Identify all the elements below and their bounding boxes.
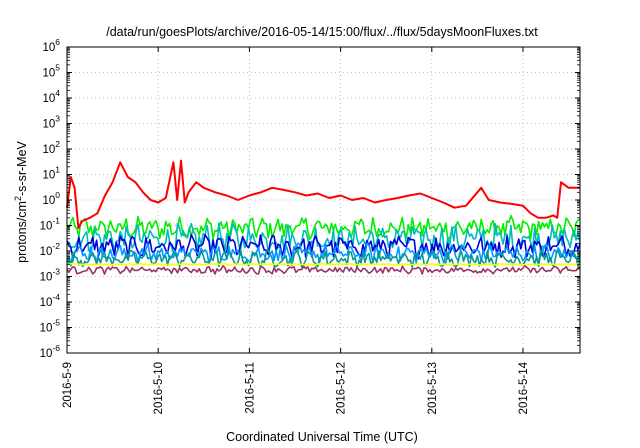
y-tick-label: 10-3 (40, 267, 61, 284)
y-tick-base: 10 (40, 246, 53, 258)
series-line (66, 249, 581, 269)
y-tick-label: 100 (42, 190, 60, 207)
y-tick-label: 102 (42, 139, 60, 156)
y-tick-exp: 5 (55, 63, 60, 73)
y-tick-base: 10 (40, 272, 53, 284)
series-line (66, 242, 581, 265)
y-tick-label: 104 (42, 88, 60, 105)
x-axis: 2016-5-9 2016-5-10 2016-5-11 2016-5-12 2016-… (62, 47, 530, 414)
x-tick-label: 2016-5-11 (244, 362, 256, 414)
y-tick-exp: 4 (55, 88, 60, 98)
y-tick-exp: 1 (55, 165, 60, 175)
y-tick-label: 106 (42, 37, 60, 54)
series-line (66, 265, 581, 275)
y-tick-exp: -2 (52, 241, 60, 251)
y-tick-base: 10 (40, 348, 53, 360)
y-tick-label: 101 (42, 165, 60, 182)
series-line (66, 222, 581, 256)
y-axis-label: protons/cm2-s-sr-MeV (13, 140, 29, 262)
y-tick-base: 10 (40, 221, 53, 233)
grid (67, 46, 580, 354)
y-tick-exp: 0 (55, 190, 60, 200)
y-tick-base: 10 (42, 68, 55, 80)
y-axis: 10-610-510-410-310-210-11001011021031041… (40, 37, 580, 360)
y-tick-exp: -4 (52, 292, 60, 302)
y-tick-base: 10 (42, 170, 55, 182)
chart-title: /data/run/goesPlots/archive/2016-05-14/1… (106, 25, 538, 39)
y-tick-base: 10 (42, 119, 55, 131)
x-tick-label: 2016-5-14 (518, 361, 530, 414)
y-tick-label: 10-6 (40, 343, 61, 360)
x-tick-label: 2016-5-9 (62, 362, 74, 408)
y-tick-base: 10 (42, 144, 55, 156)
x-tick-label: 2016-5-13 (427, 362, 439, 414)
y-tick-exp: 2 (55, 139, 60, 149)
y-tick-label: 10-4 (40, 292, 61, 309)
y-tick-label: 105 (42, 63, 60, 80)
y-tick-base: 10 (40, 323, 53, 335)
y-tick-exp: -6 (52, 343, 60, 353)
y-tick-exp: 3 (55, 114, 60, 124)
y-tick-exp: 6 (55, 37, 60, 47)
y-tick-base: 10 (42, 93, 55, 105)
y-tick-base: 10 (42, 195, 55, 207)
x-tick-label: 2016-5-10 (153, 362, 165, 414)
series-layer (66, 159, 581, 275)
y-tick-base: 10 (40, 297, 53, 309)
y-tick-label: 10-5 (40, 318, 61, 335)
x-axis-label: Coordinated Universal Time (UTC) (226, 430, 418, 444)
x-tick-label: 2016-5-12 (336, 362, 348, 414)
y-tick-base: 10 (42, 42, 55, 54)
series-line (66, 159, 580, 229)
y-tick-label: 10-2 (40, 241, 61, 258)
y-tick-exp: -5 (52, 318, 60, 328)
y-tick-exp: -3 (52, 267, 60, 277)
series-line (66, 262, 581, 266)
y-tick-label: 103 (42, 114, 60, 131)
y-tick-label: 10-1 (40, 216, 61, 233)
y-tick-exp: -1 (52, 216, 60, 226)
